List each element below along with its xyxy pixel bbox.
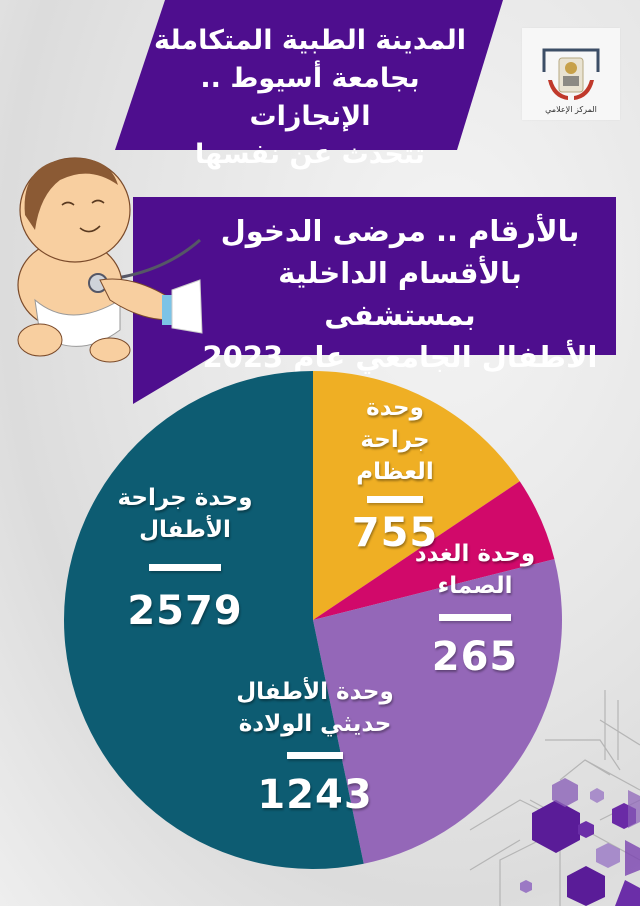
slice-neonatal — [313, 559, 562, 864]
slice-label-pediatric-surgery: وحدة جراحة الأطفال 2579 — [100, 482, 270, 633]
slice-endocrine — [313, 481, 555, 620]
page-title: المدينة الطبية المتكاملة بجامعة أسيوط ..… — [140, 22, 480, 174]
subtitle-line-1: بالأرقام .. مرضى الدخول — [220, 214, 580, 248]
slice-name: حديثي الولادة — [238, 711, 392, 737]
slice-value: 265 — [431, 634, 519, 680]
title-line-2: بجامعة أسيوط .. الإنجازات — [200, 63, 420, 132]
slice-name: الصماء — [437, 573, 513, 599]
divider-bar — [287, 752, 343, 759]
subtitle-line-3: الأطفال الجامعي عام 2023 — [202, 340, 598, 374]
slice-name: وحدة الأطفال — [236, 679, 394, 705]
subtitle-line-2: بالأقسام الداخلية بمستشفى — [278, 256, 522, 332]
slice-value: 755 — [351, 510, 439, 556]
slice-label-neonatal: وحدة الأطفال حديثي الولادة 1243 — [225, 676, 405, 817]
slice-value: 1243 — [257, 772, 373, 818]
slice-name: وحدة جراحة — [360, 395, 430, 453]
slice-name: وحدة الغدد — [414, 541, 536, 567]
title-line-3: تتحدث عن نفسها — [195, 139, 425, 170]
university-logo-icon — [542, 48, 600, 100]
divider-bar — [149, 564, 221, 571]
divider-bar — [367, 496, 423, 503]
slice-label-endocrine: وحدة الغدد الصماء 265 — [395, 538, 555, 679]
slice-name: وحدة جراحة — [117, 485, 253, 511]
slice-orthopedic — [313, 371, 520, 620]
slice-value: 2579 — [127, 588, 243, 634]
slice-label-orthopedic: وحدة جراحة العظام 755 — [330, 392, 460, 555]
slice-pediatric-surgery — [63, 371, 364, 869]
slice-name: الأطفال — [139, 517, 231, 543]
divider-bar — [439, 614, 511, 621]
slice-name: العظام — [356, 459, 434, 485]
media-center-logo: المركز الإعلامي — [522, 28, 620, 120]
logo-caption: المركز الإعلامي — [545, 105, 597, 114]
chart-subtitle: بالأرقام .. مرضى الدخول بالأقسام الداخلي… — [200, 210, 600, 378]
title-line-1: المدينة الطبية المتكاملة — [153, 25, 466, 56]
